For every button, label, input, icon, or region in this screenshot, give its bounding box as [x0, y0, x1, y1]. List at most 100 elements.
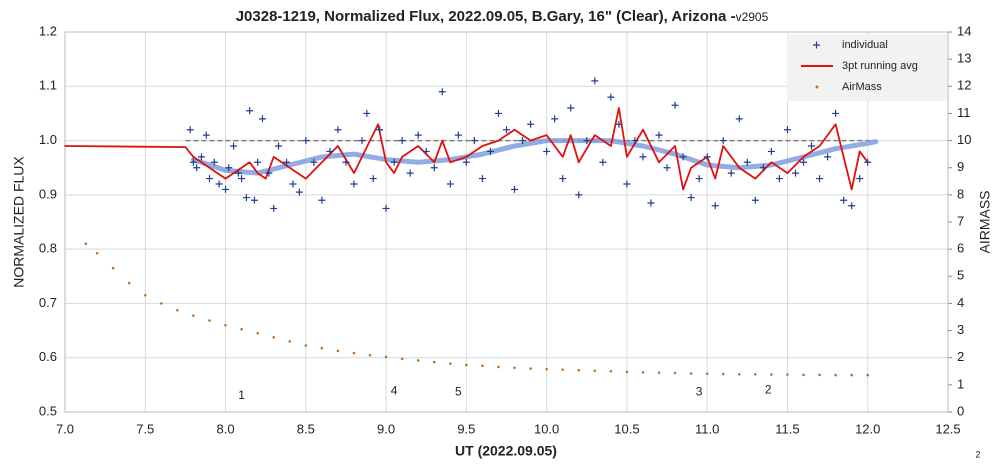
data-point [283, 158, 291, 166]
data-point [527, 120, 535, 128]
data-point [848, 202, 856, 210]
data-point [256, 331, 259, 335]
data-point [529, 367, 532, 370]
data-point [783, 126, 791, 134]
data-point [382, 204, 390, 212]
data-point [607, 93, 615, 101]
annotation: 1 [238, 388, 245, 402]
data-point [242, 194, 250, 202]
legend-swatch [815, 85, 819, 89]
plot-frame [64, 31, 949, 413]
legend-label: 3pt running avg [842, 60, 918, 72]
x-tick-label: 12.0 [855, 421, 880, 436]
data-point [295, 188, 303, 196]
data-point [320, 346, 324, 350]
data-point [511, 185, 519, 193]
data-point [350, 180, 358, 188]
x-tick-label: 11.0 [695, 421, 719, 436]
data-point [250, 196, 258, 204]
data-point [202, 131, 210, 139]
data-point [519, 137, 527, 145]
data-point [513, 366, 516, 370]
data-point [326, 147, 334, 155]
y2-tick-label: 1 [957, 376, 964, 391]
page-number: 2 [975, 449, 980, 459]
y-tick-label: 0.7 [39, 295, 57, 310]
data-point [711, 202, 719, 210]
data-point [234, 169, 242, 177]
data-point [254, 158, 262, 166]
data-point [210, 158, 218, 166]
data-point [818, 373, 821, 377]
legend-label: AirMass [842, 81, 882, 93]
data-point [575, 191, 583, 199]
data-point [384, 355, 388, 359]
x-tick-label: 10.5 [614, 421, 639, 436]
annotation: 5 [455, 385, 462, 399]
data-point [577, 368, 581, 372]
y2-tick-label: 3 [957, 322, 964, 337]
data-point [856, 175, 864, 183]
data-point [759, 164, 767, 172]
data-point [840, 196, 848, 204]
y-tick-label: 0.8 [39, 241, 57, 256]
data-point [486, 147, 494, 155]
data-point [238, 175, 246, 183]
y-axis-label: NORMALIZED FLUX [11, 156, 27, 288]
data-point [751, 196, 759, 204]
data-point [398, 137, 406, 145]
data-point [754, 372, 757, 376]
data-point [551, 115, 559, 123]
y2-tick-label: 6 [957, 241, 964, 256]
y-tick-label: 0.5 [39, 403, 57, 418]
annotation: 2 [765, 382, 772, 396]
data-point [230, 142, 238, 150]
x-tick-label: 7.0 [56, 421, 74, 436]
data-point [176, 308, 179, 312]
x-tick-label: 12.5 [935, 421, 960, 436]
x-tick-label: 8.5 [297, 421, 315, 436]
data-point [631, 137, 639, 145]
data-point [671, 101, 679, 109]
data-point [310, 158, 318, 166]
data-point [695, 175, 703, 183]
data-point [673, 371, 677, 375]
data-point [816, 175, 824, 183]
data-point [832, 109, 840, 117]
data-point [258, 115, 266, 123]
data-point [336, 349, 340, 353]
data-point [800, 158, 808, 166]
data-point [465, 363, 468, 367]
annotation: 4 [391, 384, 398, 398]
data-point [95, 251, 99, 255]
data-point [494, 109, 502, 117]
x-tick-label: 9.0 [377, 421, 395, 436]
y2-tick-label: 4 [957, 295, 964, 310]
data-point [623, 180, 631, 188]
data-point [215, 180, 223, 188]
data-point [545, 367, 548, 371]
data-point [225, 164, 233, 172]
data-point [368, 353, 372, 357]
data-point [197, 153, 205, 161]
y-tick-label: 1.2 [39, 23, 57, 38]
data-point [189, 158, 197, 166]
data-point [615, 120, 623, 128]
data-point [864, 158, 872, 166]
data-point [663, 164, 671, 172]
data-point [481, 364, 484, 368]
data-point [462, 158, 470, 166]
data-point [111, 266, 115, 270]
data-point [358, 137, 366, 145]
data-point [470, 137, 478, 145]
data-point [304, 344, 308, 347]
data-point [647, 199, 655, 207]
data-point [850, 373, 853, 377]
data-point [802, 373, 805, 377]
x-tick-label: 9.5 [457, 421, 475, 436]
y2-tick-label: 10 [957, 132, 971, 147]
chart-title: J0328-1219, Normalized Flux, 2022.09.05,… [236, 8, 736, 25]
data-point [743, 158, 751, 166]
data-point [432, 360, 436, 364]
